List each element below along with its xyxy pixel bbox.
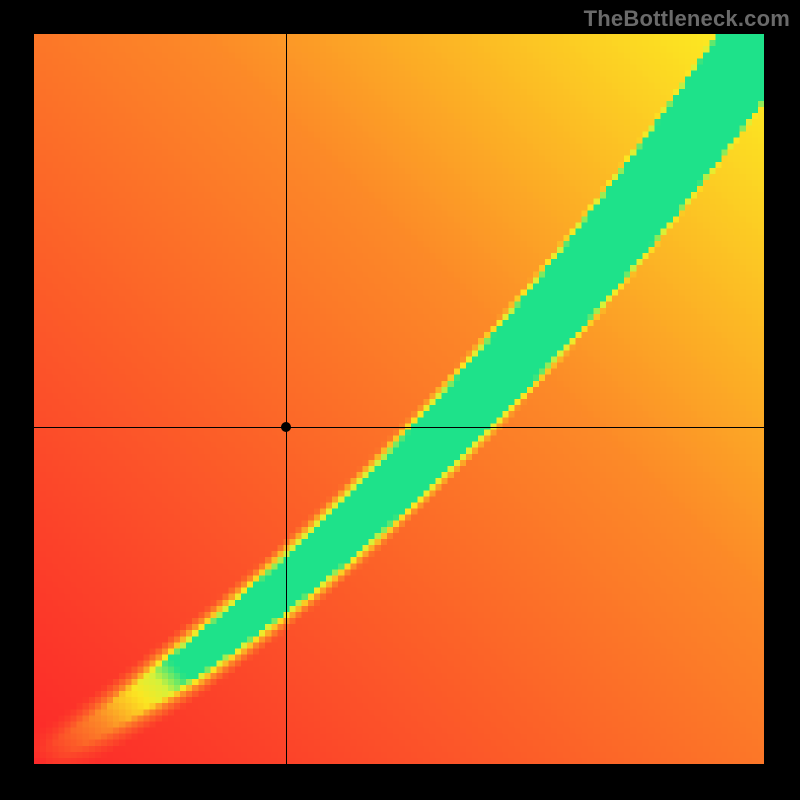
watermark-text: TheBottleneck.com [584,6,790,32]
crosshair-horizontal [34,427,764,428]
heatmap-canvas [34,34,764,764]
crosshair-dot [281,422,291,432]
plot-area [34,34,764,764]
chart-container: TheBottleneck.com [0,0,800,800]
crosshair-vertical [286,34,287,764]
